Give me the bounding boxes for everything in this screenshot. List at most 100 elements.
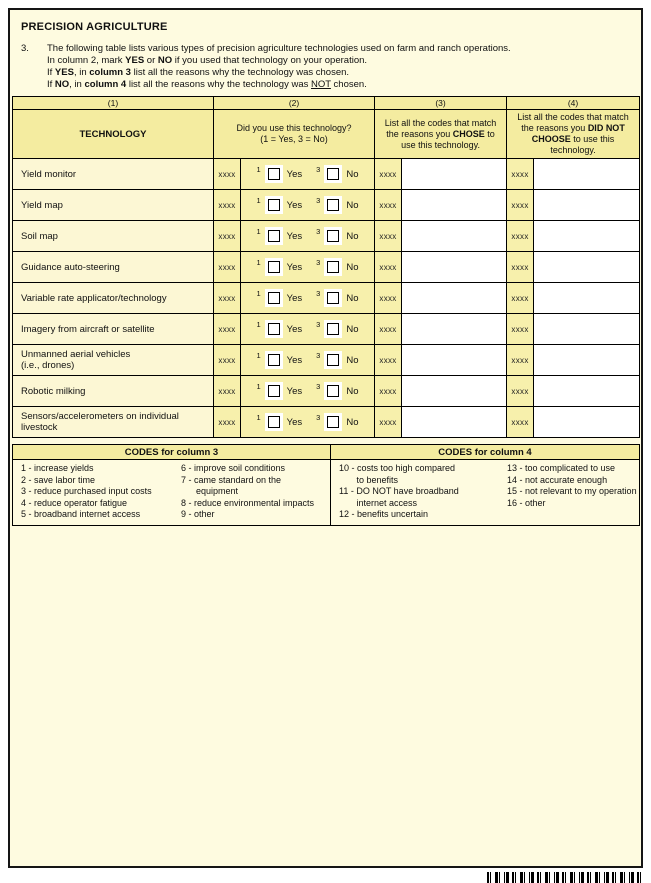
office-use-code-col2: xxxx	[213, 406, 241, 438]
office-use-code-col3: xxxx	[374, 220, 403, 252]
yes-checkbox[interactable]	[264, 165, 283, 183]
no-value-label: 3	[316, 412, 321, 422]
reasons-not-chose-input-cell[interactable]	[533, 313, 641, 345]
code-item: 11 - DO NOT have broadband internet acce…	[339, 486, 459, 508]
code-item: 1 - increase yields	[21, 463, 94, 473]
column-header-row: TECHNOLOGY Did you use this technology? …	[12, 109, 641, 159]
reasons-not-chose-input-cell[interactable]	[533, 158, 641, 190]
no-value-label: 3	[316, 319, 321, 329]
no-value-label: 3	[316, 195, 321, 205]
reasons-chose-input-cell[interactable]	[401, 375, 508, 407]
office-use-code-col3: xxxx	[374, 406, 403, 438]
technology-name: Robotic milking	[12, 375, 214, 407]
code-item: 15 - not relevant to my operation	[507, 486, 637, 496]
technology-name: Sensors/accelerometers on individual liv…	[12, 406, 214, 438]
codes-reference-table: CODES for column 3 CODES for column 4 1 …	[12, 444, 640, 526]
no-checkbox[interactable]	[324, 289, 343, 307]
reasons-chose-input-cell[interactable]	[401, 282, 508, 314]
reasons-chose-input-cell[interactable]	[401, 158, 508, 190]
no-label: No	[346, 385, 359, 397]
office-use-code-col4: xxxx	[506, 313, 535, 345]
codes-col3-title: CODES for column 3	[12, 444, 331, 460]
column-number-row: (1) (2) (3) (4)	[12, 96, 641, 110]
no-label: No	[346, 292, 359, 304]
office-use-code-col4: xxxx	[506, 406, 535, 438]
office-use-code-col2: xxxx	[213, 251, 241, 283]
reasons-chose-input-cell[interactable]	[401, 251, 508, 283]
reasons-not-chose-input-cell[interactable]	[533, 406, 641, 438]
checkbox-icon	[327, 168, 340, 180]
yes-label: Yes	[286, 323, 303, 335]
technology-row: Soil map xxxx 1 Yes 3 No xxxx xxxx	[12, 220, 641, 252]
no-label: No	[346, 416, 359, 428]
codes-chose-column-header: List all the codes that match the reason…	[374, 109, 508, 159]
yes-checkbox[interactable]	[264, 196, 283, 214]
question-number: 3.	[21, 43, 29, 54]
reasons-chose-input-cell[interactable]	[401, 189, 508, 221]
no-checkbox[interactable]	[324, 258, 343, 276]
checkbox-icon	[327, 416, 340, 428]
technology-name: Unmanned aerial vehicles (i.e., drones)	[12, 344, 214, 376]
barcode	[487, 872, 641, 883]
reasons-not-chose-input-cell[interactable]	[533, 189, 641, 221]
no-checkbox[interactable]	[324, 351, 343, 369]
yes-label: Yes	[286, 354, 303, 366]
technology-name: Yield map	[12, 189, 214, 221]
reasons-not-chose-input-cell[interactable]	[533, 251, 641, 283]
reasons-not-chose-input-cell[interactable]	[533, 282, 641, 314]
technology-row: Unmanned aerial vehicles (i.e., drones) …	[12, 344, 641, 376]
yes-label: Yes	[286, 230, 303, 242]
codes-header-row: CODES for column 3 CODES for column 4	[12, 444, 640, 460]
no-value-label: 3	[316, 164, 321, 174]
no-checkbox[interactable]	[324, 382, 343, 400]
yes-value-label: 1	[256, 195, 261, 205]
yes-no-cell: 1 Yes 3 No	[239, 344, 376, 376]
yes-no-cell: 1 Yes 3 No	[239, 220, 376, 252]
yes-checkbox[interactable]	[264, 320, 283, 338]
yes-checkbox[interactable]	[264, 227, 283, 245]
no-checkbox[interactable]	[324, 413, 343, 431]
code-item: 7 - came standard on the equipment	[181, 474, 282, 497]
reasons-chose-input-cell[interactable]	[401, 406, 508, 438]
yes-value-label: 1	[256, 226, 261, 236]
no-checkbox[interactable]	[324, 227, 343, 245]
office-use-code-col3: xxxx	[374, 344, 403, 376]
technology-row: Guidance auto-steering xxxx 1 Yes 3 No x…	[12, 251, 641, 283]
yes-checkbox[interactable]	[264, 258, 283, 276]
no-checkbox[interactable]	[324, 196, 343, 214]
yes-checkbox[interactable]	[264, 351, 283, 369]
yes-label: Yes	[286, 261, 303, 273]
no-value-label: 3	[316, 381, 321, 391]
office-use-code-col2: xxxx	[213, 282, 241, 314]
technology-column-header: TECHNOLOGY	[12, 109, 214, 159]
code-item: 8 - reduce environmental impacts	[181, 497, 315, 508]
column-number-1: (1)	[12, 96, 214, 110]
reasons-chose-input-cell[interactable]	[401, 344, 508, 376]
no-label: No	[346, 230, 359, 242]
yes-label: Yes	[286, 168, 303, 180]
reasons-not-chose-input-cell[interactable]	[533, 375, 641, 407]
checkbox-icon	[267, 292, 280, 304]
yes-no-cell: 1 Yes 3 No	[239, 282, 376, 314]
reasons-chose-input-cell[interactable]	[401, 313, 508, 345]
no-checkbox[interactable]	[324, 320, 343, 338]
reasons-not-chose-input-cell[interactable]	[533, 344, 641, 376]
reasons-not-chose-input-cell[interactable]	[533, 220, 641, 252]
code-item: 5 - broadband internet access	[21, 509, 141, 519]
no-label: No	[346, 323, 359, 335]
technology-name: Yield monitor	[12, 158, 214, 190]
checkbox-icon	[327, 354, 340, 366]
no-value-label: 3	[316, 226, 321, 236]
yes-checkbox[interactable]	[264, 289, 283, 307]
code-item: 14 - not accurate enough	[507, 474, 608, 485]
technology-name: Variable rate applicator/technology	[12, 282, 214, 314]
instruction-line-1: The following table lists various types …	[47, 43, 511, 54]
codes-col4-title: CODES for column 4	[330, 444, 640, 460]
yes-checkbox[interactable]	[264, 382, 283, 400]
no-checkbox[interactable]	[324, 165, 343, 183]
checkbox-icon	[267, 168, 280, 180]
no-value-label: 3	[316, 350, 321, 360]
yes-checkbox[interactable]	[264, 413, 283, 431]
reasons-chose-input-cell[interactable]	[401, 220, 508, 252]
checkbox-icon	[267, 230, 280, 242]
